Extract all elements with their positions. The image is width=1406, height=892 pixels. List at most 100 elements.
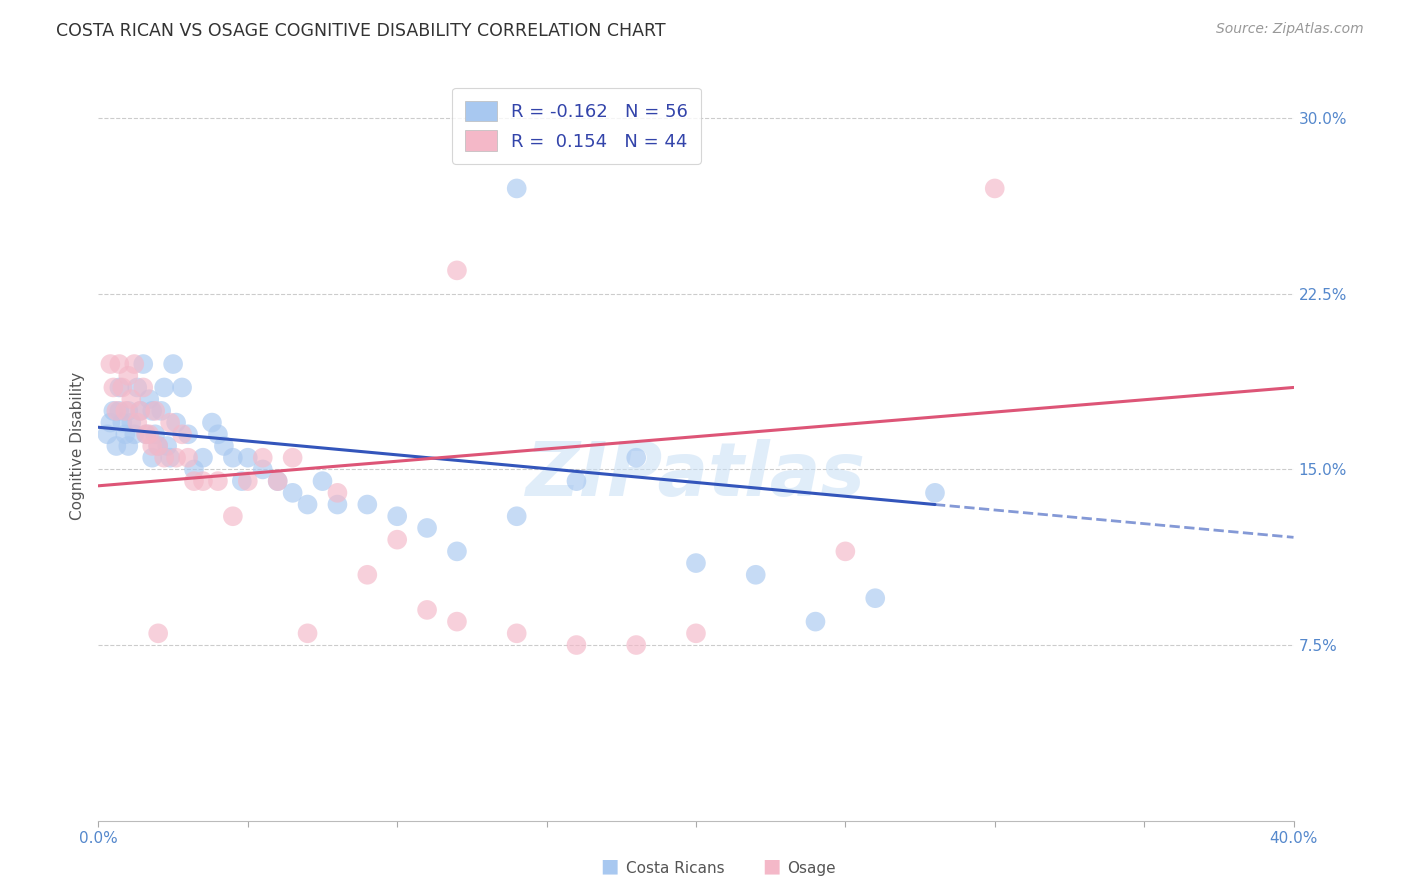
Point	[207, 474, 229, 488]
Point	[356, 498, 378, 512]
Point	[565, 474, 588, 488]
Text: Costa Ricans: Costa Ricans	[626, 861, 724, 876]
Point	[148, 439, 170, 453]
Point	[506, 626, 529, 640]
Point	[222, 509, 245, 524]
Point	[446, 544, 468, 558]
Point	[141, 439, 163, 453]
Point	[207, 427, 229, 442]
Point	[98, 357, 122, 371]
Point	[135, 427, 157, 442]
Point	[236, 474, 259, 488]
Point	[153, 380, 176, 394]
Point	[129, 404, 152, 418]
Point	[183, 474, 205, 488]
Point	[105, 439, 128, 453]
Point	[124, 427, 146, 442]
Point	[117, 439, 139, 453]
Text: Source: ZipAtlas.com: Source: ZipAtlas.com	[1216, 22, 1364, 37]
Point	[129, 404, 152, 418]
Point	[326, 485, 349, 500]
Point	[165, 450, 187, 465]
Point	[148, 439, 170, 453]
Point	[108, 404, 131, 418]
Point	[281, 485, 304, 500]
Point	[565, 638, 588, 652]
Point	[111, 380, 134, 394]
Point	[201, 416, 224, 430]
Point	[98, 416, 122, 430]
Point	[138, 392, 160, 407]
Point	[162, 357, 184, 371]
Point	[103, 380, 125, 394]
Point	[148, 626, 170, 640]
Point	[124, 357, 146, 371]
Point	[105, 404, 128, 418]
Point	[281, 450, 304, 465]
Point	[108, 357, 131, 371]
Point	[311, 474, 333, 488]
Point	[385, 533, 409, 547]
Point	[834, 544, 856, 558]
Point	[172, 427, 194, 442]
Point	[506, 509, 529, 524]
Point	[150, 404, 173, 418]
Point	[177, 427, 200, 442]
Point	[685, 556, 707, 570]
Point	[326, 498, 349, 512]
Point	[172, 380, 194, 394]
Point	[138, 427, 160, 442]
Point	[924, 485, 946, 500]
Point	[127, 380, 149, 394]
Text: COSTA RICAN VS OSAGE COGNITIVE DISABILITY CORRELATION CHART: COSTA RICAN VS OSAGE COGNITIVE DISABILIT…	[56, 22, 666, 40]
Point	[108, 380, 131, 394]
Point	[153, 450, 176, 465]
Point	[212, 439, 235, 453]
Legend: R = -0.162   N = 56, R =  0.154   N = 44: R = -0.162 N = 56, R = 0.154 N = 44	[451, 88, 702, 164]
Point	[222, 450, 245, 465]
Point	[165, 416, 187, 430]
Point	[117, 368, 139, 383]
Point	[236, 450, 259, 465]
Point	[143, 404, 166, 418]
Point	[141, 404, 163, 418]
Point	[356, 567, 378, 582]
Point	[416, 603, 439, 617]
Text: Osage: Osage	[787, 861, 837, 876]
Point	[114, 404, 136, 418]
Point	[132, 380, 155, 394]
Point	[120, 416, 142, 430]
Point	[135, 427, 157, 442]
Point	[267, 474, 290, 488]
Point	[143, 427, 166, 442]
Point	[297, 498, 319, 512]
Point	[804, 615, 827, 629]
Point	[191, 474, 214, 488]
Point	[385, 509, 409, 524]
Point	[117, 404, 139, 418]
Point	[177, 450, 200, 465]
Point	[127, 416, 149, 430]
Point	[156, 439, 179, 453]
Point	[252, 462, 274, 476]
Point	[446, 263, 468, 277]
Point	[267, 474, 290, 488]
Text: ■: ■	[600, 857, 619, 876]
Point	[114, 427, 136, 442]
Text: ZIPatlas: ZIPatlas	[526, 440, 866, 513]
Point	[626, 450, 648, 465]
Point	[132, 357, 155, 371]
Point	[626, 638, 648, 652]
Point	[159, 416, 181, 430]
Point	[446, 615, 468, 629]
Point	[252, 450, 274, 465]
Point	[103, 404, 125, 418]
Point	[745, 567, 768, 582]
Point	[96, 427, 118, 442]
Point	[111, 416, 134, 430]
Y-axis label: Cognitive Disability: Cognitive Disability	[69, 372, 84, 520]
Point	[685, 626, 707, 640]
Point	[231, 474, 253, 488]
Point	[141, 450, 163, 465]
Point	[984, 181, 1007, 195]
